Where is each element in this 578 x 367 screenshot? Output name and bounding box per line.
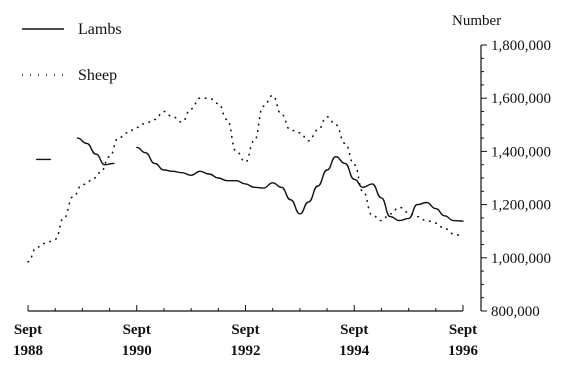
x-tick-label-year: 1994	[339, 343, 370, 359]
x-tick-label-month: Sept	[123, 322, 151, 338]
x-tick-label-month: Sept	[449, 322, 477, 338]
y-tick-label: 1,600,000	[491, 91, 551, 107]
legend-label-lambs: Lambs	[78, 21, 122, 38]
axes: Sept 1988 Sept 1990 Sept 1992 Sept 1994 Sept 1996…	[13, 38, 551, 359]
series-line-lambs	[136, 146, 464, 222]
y-tick-label: 1,200,000	[491, 198, 551, 214]
x-tick-label-year: 1992	[231, 343, 261, 359]
x-tick-label-year: 1996	[448, 343, 479, 359]
legend-label-sheep: Sheep	[78, 67, 117, 84]
series-layer	[27, 94, 464, 263]
x-tick-label-month: Sept	[340, 322, 368, 338]
x-tick-label-month: Sept	[14, 322, 42, 338]
y-axis-title: Number	[452, 13, 501, 29]
x-tick-label-month: Sept	[231, 322, 259, 338]
x-tick-label-year: 1988	[13, 343, 43, 359]
y-tick-label: 800,000	[491, 304, 540, 320]
series-line-lambs	[76, 137, 115, 166]
legend: Lambs Sheep	[22, 21, 122, 84]
y-tick-label: 1,800,000	[491, 38, 551, 54]
series-line-sheep	[27, 94, 464, 263]
y-tick-label: 1,400,000	[491, 144, 551, 160]
y-tick-label: 1,000,000	[491, 251, 551, 267]
x-tick-label-year: 1990	[122, 343, 152, 359]
